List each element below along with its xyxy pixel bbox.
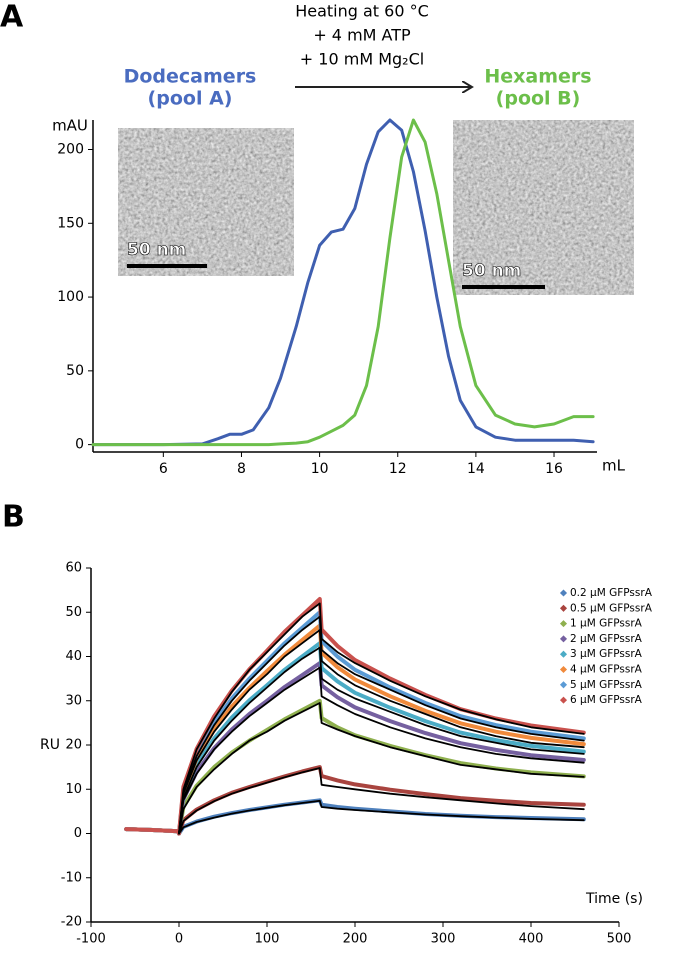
x-axis-label: mL bbox=[602, 457, 626, 475]
legend-label: 4 μM GFPssrA bbox=[570, 664, 643, 676]
y-axis-label: RU bbox=[40, 737, 60, 753]
y-tick-label: -10 bbox=[61, 870, 82, 885]
legend-swatch bbox=[559, 681, 568, 689]
scale-label: 50 nm bbox=[462, 261, 521, 281]
legend-label: 5 μM GFPssrA bbox=[570, 679, 643, 691]
legend-label: 0.5 μM GFPssrA bbox=[570, 602, 653, 614]
x-tick-label: 300 bbox=[431, 932, 456, 947]
legend-label: 1 μM GFPssrA bbox=[570, 618, 643, 630]
series-line bbox=[91, 118, 595, 447]
y-tick-label: -20 bbox=[61, 915, 82, 930]
x-tick-label: 16 bbox=[545, 461, 563, 477]
series-label: (pool A) bbox=[148, 88, 233, 110]
y-tick-label: 0 bbox=[75, 437, 84, 453]
annotation: Heating at 60 °C bbox=[295, 2, 429, 21]
panel-a: A Heating at 60 °C + 4 mM ATP + 10 mM Mg… bbox=[0, 0, 634, 295]
legend-swatch bbox=[559, 696, 568, 704]
annotation: + 10 mM Mg₂Cl bbox=[300, 50, 424, 69]
x-tick-label: 100 bbox=[255, 932, 280, 947]
x-tick-label: 10 bbox=[311, 461, 329, 477]
legend-label: 6 μM GFPssrA bbox=[570, 694, 643, 706]
x-tick-label: 14 bbox=[467, 461, 485, 477]
y-tick-label: 40 bbox=[65, 649, 82, 664]
series-line bbox=[178, 646, 585, 835]
y-tick-label: 200 bbox=[57, 142, 84, 158]
y-tick-label: 20 bbox=[65, 738, 82, 753]
series-line bbox=[178, 799, 585, 835]
legend-swatch bbox=[559, 620, 568, 628]
series-line bbox=[178, 767, 585, 835]
series-label: (pool B) bbox=[496, 88, 581, 110]
scale-label: 50 nm bbox=[127, 240, 186, 260]
em-image bbox=[118, 128, 294, 276]
y-tick-label: 150 bbox=[57, 215, 84, 231]
series-line bbox=[178, 666, 585, 835]
y-tick-label: 0 bbox=[74, 826, 82, 841]
x-tick-label: -100 bbox=[76, 932, 106, 947]
legend-swatch bbox=[559, 650, 568, 658]
legend-swatch bbox=[559, 665, 568, 674]
scale-bar bbox=[127, 264, 207, 268]
series-label: Hexamers bbox=[484, 66, 591, 88]
series-line bbox=[178, 602, 585, 835]
panel-letter: A bbox=[0, 0, 24, 35]
y-tick-label: 30 bbox=[65, 693, 82, 708]
x-tick-label: 400 bbox=[519, 932, 544, 947]
y-tick-label: 60 bbox=[65, 561, 82, 576]
x-tick-label: 500 bbox=[607, 932, 632, 947]
x-tick-label: 0 bbox=[175, 932, 183, 947]
x-tick-label: 200 bbox=[343, 932, 368, 947]
x-tick-label: 6 bbox=[159, 461, 168, 477]
legend-label: 2 μM GFPssrA bbox=[570, 633, 643, 645]
x-tick-label: 12 bbox=[389, 461, 407, 477]
scale-bar bbox=[462, 285, 545, 289]
x-axis-label: Time (s) bbox=[585, 891, 643, 907]
annotation: + 4 mM ATP bbox=[313, 26, 411, 45]
legend-swatch bbox=[559, 604, 568, 612]
em-image bbox=[453, 120, 634, 295]
panel-letter: B bbox=[2, 500, 25, 535]
series-label: Dodecamers bbox=[124, 66, 257, 88]
series-line bbox=[91, 118, 595, 447]
series-line bbox=[124, 597, 586, 836]
y-tick-label: 10 bbox=[65, 782, 82, 797]
legend-swatch bbox=[559, 635, 568, 643]
y-tick-label: 100 bbox=[57, 289, 84, 305]
y-tick-label: 50 bbox=[65, 605, 82, 620]
legend-label: 3 μM GFPssrA bbox=[570, 648, 643, 660]
x-tick-label: 8 bbox=[237, 461, 246, 477]
series-line bbox=[178, 702, 585, 835]
y-tick-label: 50 bbox=[66, 363, 84, 379]
legend-label: 0.2 μM GFPssrA bbox=[570, 587, 653, 599]
y-axis-label: mAU bbox=[52, 117, 88, 135]
legend-swatch bbox=[559, 589, 568, 597]
